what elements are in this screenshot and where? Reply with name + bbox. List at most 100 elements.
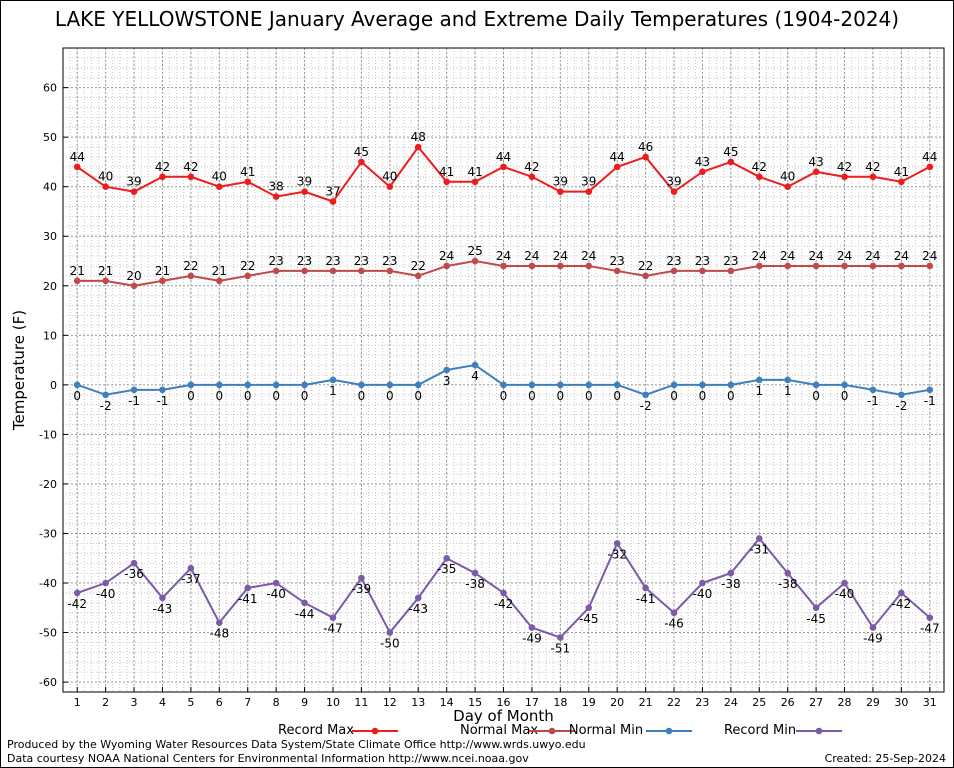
data-label-normal_min: 0: [812, 389, 820, 403]
x-tick-label: 15: [468, 696, 482, 709]
data-label-record_max: 39: [553, 175, 568, 189]
data-point-normal_max: [699, 267, 706, 275]
data-point-normal_min: [528, 381, 536, 389]
data-label-normal_max: 24: [439, 249, 454, 263]
data-label-record_max: 38: [269, 180, 284, 194]
data-point-normal_min: [670, 381, 678, 389]
data-label-normal_max: 23: [666, 254, 681, 268]
data-label-record_max: 42: [865, 160, 880, 174]
data-point-record_max: [926, 163, 934, 171]
x-tick-label: 23: [695, 696, 709, 709]
data-label-normal_max: 23: [695, 254, 710, 268]
data-label-normal_max: 24: [865, 249, 880, 263]
data-label-record_min: -38: [721, 577, 741, 591]
data-point-record_min: [585, 604, 593, 612]
data-label-normal_min: 3: [443, 374, 451, 388]
x-tick-label: 25: [752, 696, 766, 709]
data-label-normal_min: 0: [585, 389, 593, 403]
data-label-record_max: 45: [354, 145, 369, 159]
x-tick-label: 7: [244, 696, 251, 709]
data-label-record_max: 48: [411, 130, 426, 144]
data-label-record_min: -41: [636, 592, 656, 606]
data-label-record_max: 40: [780, 170, 795, 184]
data-label-record_max: 42: [837, 160, 852, 174]
data-label-record_max: 39: [581, 175, 596, 189]
data-point-record_min: [272, 579, 280, 587]
x-tick-label: 1: [74, 696, 81, 709]
data-point-normal_max: [528, 262, 536, 270]
data-label-normal_min: 0: [187, 389, 195, 403]
data-label-record_max: 40: [382, 170, 397, 184]
data-label-record_max: 41: [240, 165, 255, 179]
legend-marker-normal_max: [548, 727, 556, 735]
x-tick-label: 6: [216, 696, 223, 709]
data-point-record_min: [613, 540, 621, 547]
data-label-record_min: -40: [266, 587, 286, 601]
data-point-normal_min: [613, 381, 621, 389]
data-point-record_max: [414, 143, 422, 151]
data-label-normal_max: 24: [496, 249, 511, 263]
data-point-record_max: [699, 168, 706, 176]
data-label-record_min: -38: [465, 577, 485, 591]
data-label-record_max: 46: [638, 140, 653, 154]
x-tick-label: 14: [440, 696, 454, 709]
y-tick-label: 0: [50, 379, 57, 392]
data-point-normal_min: [301, 381, 308, 389]
data-point-record_max: [841, 173, 848, 181]
data-label-normal_max: 22: [240, 259, 255, 273]
data-point-normal_max: [642, 272, 649, 280]
data-label-normal_max: 24: [553, 249, 568, 263]
data-point-normal_min: [727, 381, 735, 389]
data-point-normal_min: [585, 381, 593, 389]
data-label-record_min: -31: [749, 542, 769, 556]
data-point-record_min: [443, 554, 450, 562]
data-point-normal_max: [727, 267, 735, 275]
data-label-record_max: 43: [808, 155, 823, 169]
data-point-record_max: [528, 173, 536, 181]
x-tick-label: 16: [497, 696, 511, 709]
data-point-normal_max: [841, 262, 848, 270]
x-tick-label: 9: [301, 696, 308, 709]
data-point-normal_max: [73, 277, 81, 285]
data-point-normal_min: [557, 381, 564, 389]
data-point-normal_min: [414, 381, 422, 389]
x-tick-label: 2: [102, 696, 109, 709]
data-point-normal_min: [755, 376, 763, 384]
data-point-normal_max: [329, 267, 337, 275]
x-tick-label: 12: [383, 696, 397, 709]
data-label-record_max: 44: [70, 150, 85, 164]
data-label-record_max: 44: [610, 150, 625, 164]
data-label-normal_max: 24: [752, 249, 767, 263]
data-point-normal_min: [642, 391, 649, 399]
data-point-normal_min: [102, 391, 109, 399]
chart-title: LAKE YELLOWSTONE January Average and Ext…: [54, 7, 900, 31]
x-tick-label: 17: [525, 696, 539, 709]
x-tick-label: 11: [354, 696, 368, 709]
data-point-normal_min: [386, 381, 394, 389]
data-point-normal_min: [130, 386, 138, 394]
data-point-normal_max: [471, 257, 479, 265]
data-point-record_min: [216, 619, 223, 626]
data-point-record_max: [443, 178, 450, 186]
data-point-record_min: [130, 559, 138, 567]
data-label-normal_max: 23: [723, 254, 738, 268]
data-label-normal_min: 0: [727, 389, 735, 403]
data-point-normal_max: [613, 267, 621, 275]
data-label-normal_min: 1: [329, 384, 337, 398]
data-point-record_max: [812, 168, 820, 176]
legend-label-normal_max: Normal Max: [460, 723, 538, 738]
data-point-normal_max: [301, 267, 308, 275]
data-point-record_max: [216, 183, 223, 191]
grid: [62, 47, 945, 693]
data-label-normal_min: 1: [784, 384, 792, 398]
y-tick-label: -10: [39, 428, 57, 441]
data-point-record_min: [670, 609, 678, 617]
data-label-normal_min: 0: [358, 389, 366, 403]
data-label-normal_max: 24: [837, 249, 852, 263]
data-point-record_max: [130, 188, 138, 195]
x-tick-label: 18: [553, 696, 567, 709]
data-point-record_min: [699, 579, 706, 587]
data-point-normal_min: [898, 391, 905, 399]
data-point-normal_min: [869, 386, 877, 394]
